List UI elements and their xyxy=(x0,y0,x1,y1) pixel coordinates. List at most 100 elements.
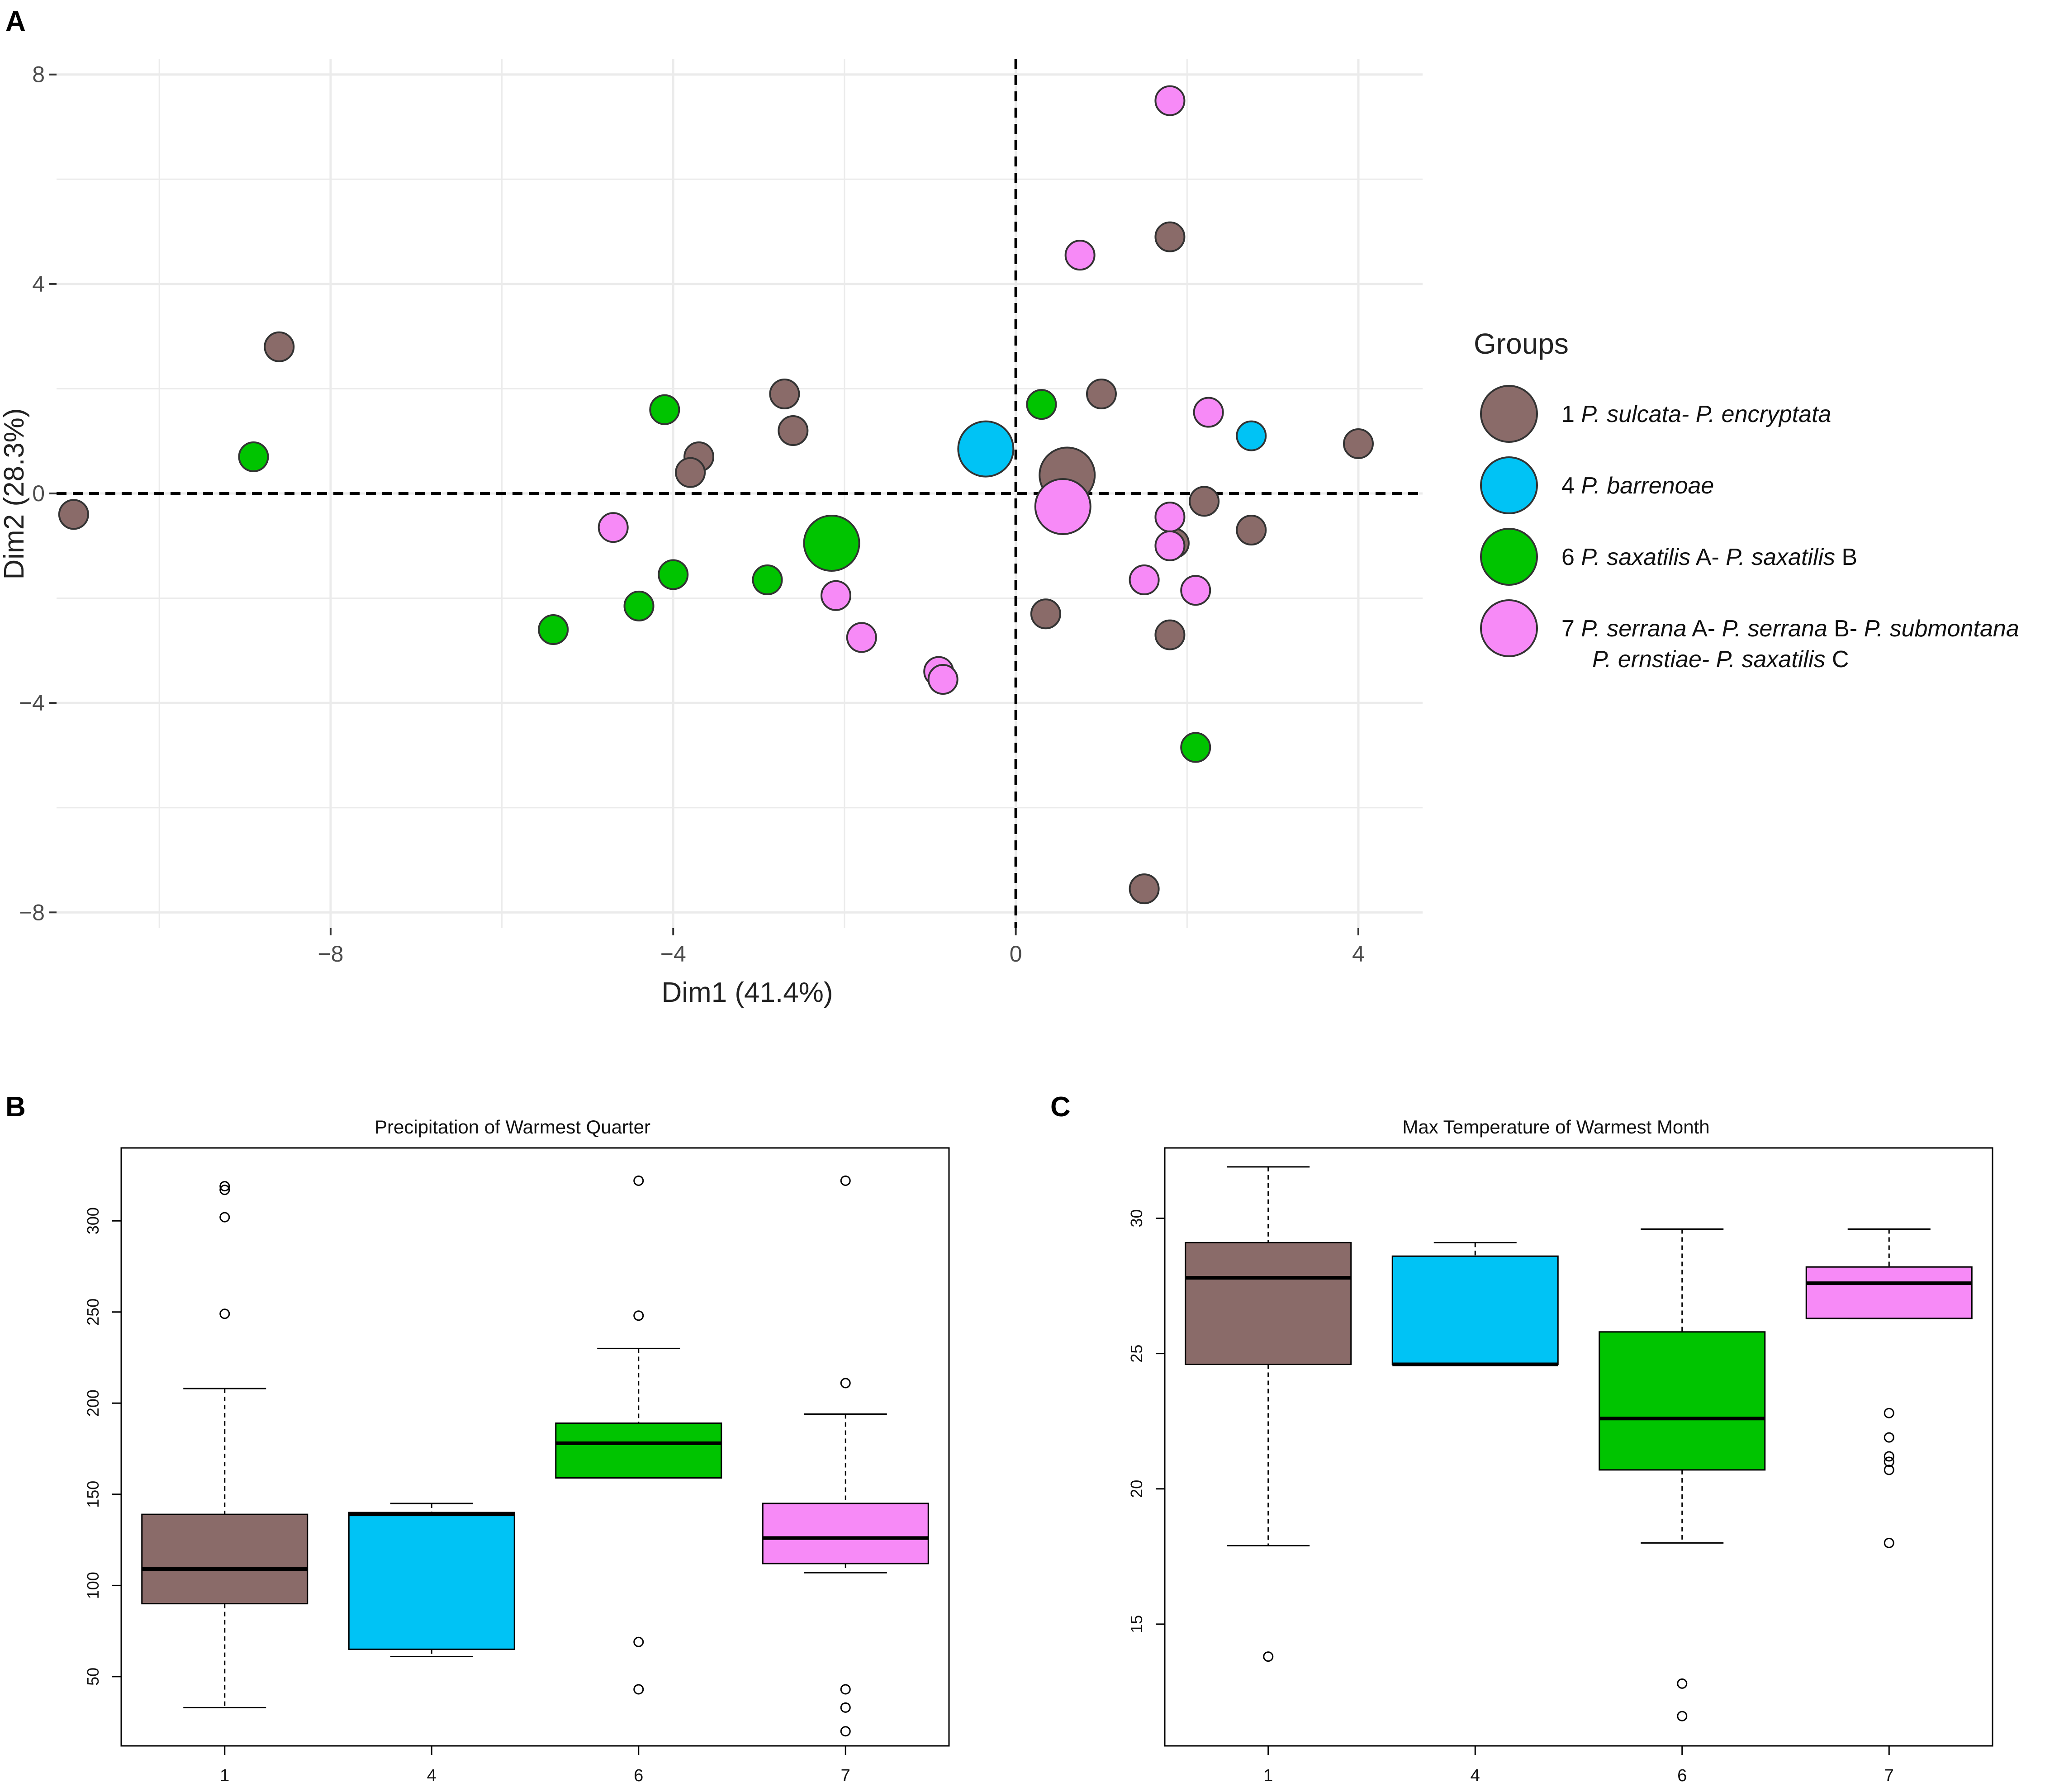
data-point-group-7 xyxy=(1154,85,1186,116)
x-tick-label: −4 xyxy=(660,941,686,967)
y-tick-label: −4 xyxy=(19,690,45,716)
outlier-group-6 xyxy=(633,1636,644,1647)
legend-label-group-1: 1 P. sulcata- P. encryptata xyxy=(1561,401,1831,427)
outlier-group-7 xyxy=(1884,1432,1894,1443)
data-point-group-1 xyxy=(1154,221,1186,252)
legend-label-segment: 4 xyxy=(1561,473,1581,499)
data-point-group-6 xyxy=(238,441,269,472)
legend-label-segment: 1 xyxy=(1561,401,1581,427)
data-point-group-7 xyxy=(846,622,877,653)
x-tick-label: 4 xyxy=(427,1766,437,1785)
pca-y-axis-label: Dim2 (28.3%) xyxy=(0,408,30,580)
panel-label-c: C xyxy=(1050,1091,1071,1123)
data-point-group-6 xyxy=(538,614,569,645)
y-tick-label: 50 xyxy=(84,1668,102,1686)
legend-label-segment: P. serrana xyxy=(1722,616,1827,642)
legend-label-segment: B xyxy=(1835,544,1857,570)
pca-centroids xyxy=(803,420,1096,572)
legend-title: Groups xyxy=(1474,327,1569,360)
legend-label-segment: A- xyxy=(1690,544,1726,570)
pca-points xyxy=(58,85,1374,905)
x-tick-label: 1 xyxy=(1263,1766,1273,1785)
outlier-group-7 xyxy=(840,1702,851,1713)
data-point-group-1 xyxy=(58,499,89,530)
legend-label-segment: P. barrenoae xyxy=(1581,473,1714,499)
outlier-group-6 xyxy=(1677,1678,1688,1689)
box-group-6 xyxy=(1599,1331,1766,1471)
outlier-group-1 xyxy=(219,1212,230,1223)
plot-frame xyxy=(120,1147,950,1747)
panel-c-title: Max Temperature of Warmest Month xyxy=(1402,1116,1709,1138)
data-point-group-1 xyxy=(264,331,295,362)
pca-axes: −8 −4 0 4 8 4 0 −4 −8 xyxy=(19,62,1365,967)
box-group-6 xyxy=(555,1422,722,1479)
data-point-group-7 xyxy=(1154,530,1186,561)
outlier-group-7 xyxy=(840,1684,851,1695)
legend-label-group-6: 6 P. saxatilis A- P. saxatilis B xyxy=(1561,544,1857,570)
precipitation-boxplot: 50 100 150 200 250 300 1 4 6 7 xyxy=(84,1147,950,1785)
data-point-group-1 xyxy=(675,457,706,488)
outlier-group-1 xyxy=(219,1181,230,1192)
outlier-group-1 xyxy=(219,1185,230,1195)
plot-frame xyxy=(1164,1147,1993,1747)
data-point-group-1 xyxy=(1086,379,1117,410)
legend-label-segment: 7 xyxy=(1561,616,1581,642)
outlier-group-7 xyxy=(840,1378,851,1389)
y-tick-label: 8 xyxy=(32,62,45,87)
pca-x-axis-label: Dim1 (41.4%) xyxy=(662,977,833,1008)
box-group-7 xyxy=(762,1503,929,1564)
box-group-1 xyxy=(141,1513,308,1605)
legend-swatch-group-7 xyxy=(1480,599,1538,657)
data-point-group-6 xyxy=(1180,732,1211,763)
outlier-group-7 xyxy=(1884,1465,1894,1475)
outlier-group-1 xyxy=(1263,1651,1274,1662)
outlier-group-7 xyxy=(1884,1537,1894,1548)
legend-swatch-group-6 xyxy=(1480,528,1538,586)
outlier-group-7 xyxy=(1884,1451,1894,1462)
data-point-group-4 xyxy=(1236,420,1267,451)
legend-label-group-7: 7 P. serrana A- P. serrana B- P. submont… xyxy=(1561,616,2019,642)
data-point-group-7 xyxy=(1129,564,1160,596)
outlier-group-1 xyxy=(219,1308,230,1319)
y-tick-label: 100 xyxy=(84,1572,102,1599)
y-tick-label: −8 xyxy=(19,900,45,925)
legend-label-segment: P. serrana xyxy=(1581,616,1686,642)
outlier-group-6 xyxy=(633,1176,644,1186)
legend-label-segment: P. submontana xyxy=(1864,616,2019,642)
temperature-boxplot: 15 20 25 30 1 4 6 7 xyxy=(1127,1147,1993,1785)
x-tick-label: 7 xyxy=(841,1766,850,1785)
legend-label-segment: P. ernstiae- P. saxatilis xyxy=(1592,646,1825,673)
centroid-group-6 xyxy=(803,514,860,572)
outlier-group-7 xyxy=(1884,1456,1894,1467)
pca-legend: Groups 1 P. sulcata- P. encryptata 4 P. b… xyxy=(1474,327,2019,673)
x-tick-label: 6 xyxy=(1677,1766,1687,1785)
legend-swatch-group-4 xyxy=(1480,456,1538,514)
data-point-group-6 xyxy=(649,394,680,425)
x-tick-label: −8 xyxy=(318,941,343,967)
legend-label-group-4: 4 P. barrenoae xyxy=(1561,473,1714,499)
y-tick-label: 250 xyxy=(84,1299,102,1326)
data-point-group-1 xyxy=(1236,515,1267,546)
centroid-group-7 xyxy=(1034,478,1091,535)
y-tick-label: 20 xyxy=(1127,1480,1146,1498)
y-tick-label: 4 xyxy=(32,271,45,297)
outlier-group-7 xyxy=(840,1726,851,1737)
data-point-group-7 xyxy=(927,664,958,695)
box-group-4 xyxy=(348,1512,515,1650)
y-tick-label: 15 xyxy=(1127,1615,1146,1633)
outlier-group-7 xyxy=(840,1176,851,1186)
outlier-group-6 xyxy=(1677,1711,1688,1721)
data-point-group-7 xyxy=(1154,502,1186,533)
data-point-group-7 xyxy=(821,580,852,611)
precipitation-boxplot-panel: Precipitation of Warmest Quarter 50 100 15… xyxy=(84,1116,950,1785)
panel-label-a: A xyxy=(5,6,26,37)
data-point-group-1 xyxy=(1154,619,1186,650)
data-point-group-1 xyxy=(1030,598,1061,630)
panel-label-b: B xyxy=(5,1091,26,1123)
y-tick-label: 30 xyxy=(1127,1209,1146,1228)
data-point-group-7 xyxy=(1180,575,1211,606)
legend-label-segment: A- xyxy=(1687,616,1722,642)
legend-label-segment: C xyxy=(1825,646,1849,673)
pca-grid xyxy=(57,59,1423,928)
